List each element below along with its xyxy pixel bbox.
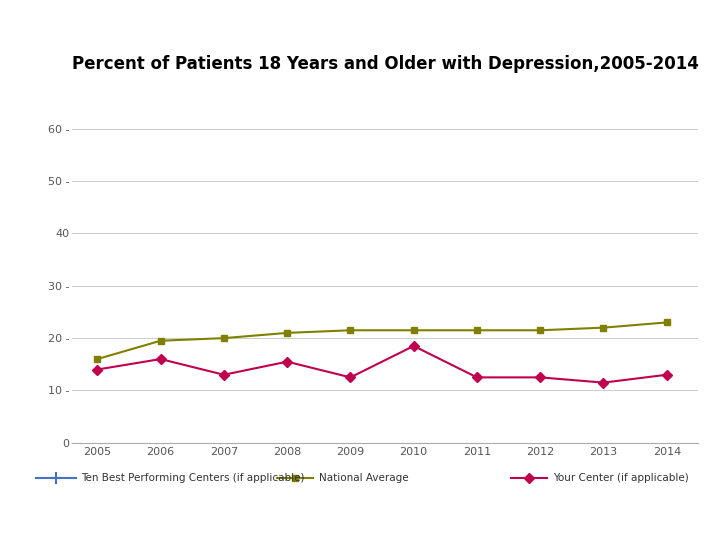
Text: Your Center (if applicable): Your Center (if applicable) xyxy=(553,473,689,483)
Text: National Average: National Average xyxy=(319,473,408,483)
Text: Ten Best Performing Centers (if applicable): Ten Best Performing Centers (if applicab… xyxy=(81,473,305,483)
Text: Percent of Patients 18 Years and Older with Depression,2005-2014: Percent of Patients 18 Years and Older w… xyxy=(72,55,699,73)
